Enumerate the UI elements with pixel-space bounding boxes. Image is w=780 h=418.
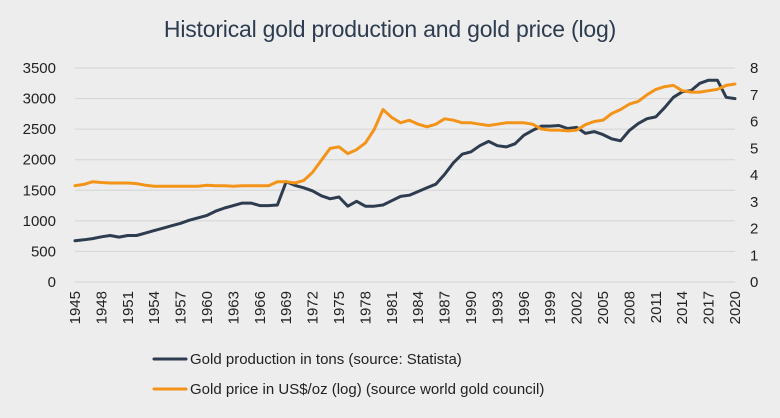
y2-tick-label: 2 [750,221,758,238]
y-tick-label: 1000 [23,213,56,230]
x-tick-label: 1978 [357,291,374,324]
x-tick-label: 2008 [621,291,638,324]
x-tick-label: 1954 [146,291,163,324]
x-tick-label: 1984 [410,291,427,324]
y-tick-label: 500 [31,243,56,260]
x-tick-label: 2020 [727,291,744,324]
legend-label: Gold price in US$/oz (log) (source world… [190,381,544,398]
x-tick-label: 1960 [199,291,216,324]
x-tick-label: 1969 [278,291,295,324]
x-tick-label: 1963 [225,291,242,324]
y2-tick-label: 0 [750,274,758,291]
x-tick-label: 1990 [463,291,480,324]
x-tick-label: 1999 [542,291,559,324]
legend-label: Gold production in tons (source: Statist… [190,351,462,368]
gold-price-line [73,82,737,188]
y-tick-label: 1500 [23,182,56,199]
x-tick-label: 2005 [595,291,612,324]
gridlines [75,67,735,283]
x-tick-label: 1996 [516,291,533,324]
x-tick-label: 2017 [701,291,718,324]
x-tick-label: 1951 [120,291,137,324]
x-tick-label: 1993 [489,291,506,324]
x-tick-label: 1972 [305,291,322,324]
right-axis-ticks: 0 1 2 3 4 5 6 7 8 [750,60,758,291]
x-tick-label: 2002 [569,291,586,324]
x-tick-label: 1981 [384,291,401,324]
y-tick-label: 0 [48,274,56,291]
chart-title: Historical gold production and gold pric… [163,16,617,42]
y-tick-label: 3500 [23,60,56,77]
x-tick-label: 2014 [674,291,691,324]
x-tick-label: 1987 [437,291,454,324]
y-tick-label: 2500 [23,121,56,138]
x-axis-ticks: 1945 1948 1951 1954 1957 1960 1963 1966 1969 1972… [67,291,744,324]
y-tick-label: 2000 [23,152,56,169]
legend: Gold production in tons (source: Statist… [152,351,544,398]
y2-tick-label: 6 [750,114,758,131]
series-lines [73,78,737,243]
y2-tick-label: 3 [750,194,758,211]
x-tick-label: 2011 [648,291,665,323]
y2-tick-label: 1 [750,247,758,264]
gold-production-line [73,78,737,243]
x-tick-label: 1957 [173,291,190,324]
y2-tick-label: 7 [750,87,758,104]
y-tick-label: 3000 [23,91,56,108]
x-tick-label: 1948 [93,291,110,324]
y2-tick-label: 4 [750,167,758,184]
y2-tick-label: 5 [750,140,758,157]
x-tick-label: 1945 [67,291,84,324]
left-axis-ticks: 0 500 1000 1500 2000 2500 3000 3500 [23,60,56,291]
y2-tick-label: 8 [750,60,758,77]
x-tick-label: 1966 [252,291,269,324]
x-tick-label: 1975 [331,291,348,324]
